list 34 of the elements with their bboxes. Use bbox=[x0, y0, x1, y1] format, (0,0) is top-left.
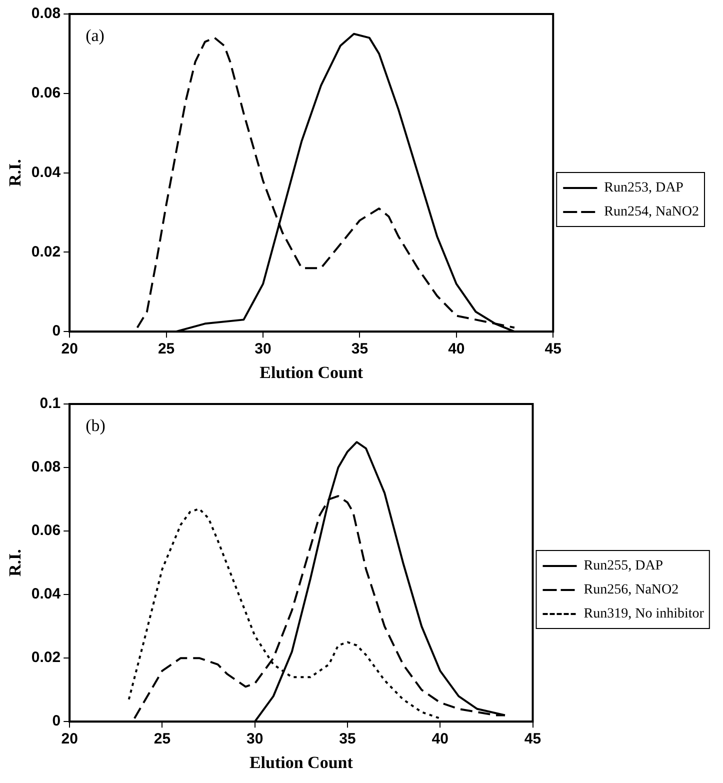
legend-label: Run253, DAP bbox=[604, 180, 684, 196]
y-tick-label: 0.06 bbox=[31, 522, 61, 540]
x-tick-label: 35 bbox=[339, 730, 356, 748]
x-tick-label: 25 bbox=[158, 340, 175, 358]
legend-label: Run256, NaNO2 bbox=[584, 582, 679, 598]
y-tick-label: 0.1 bbox=[40, 395, 61, 412]
x-tick-label: 20 bbox=[61, 340, 78, 358]
x-tick-label: 40 bbox=[432, 730, 448, 748]
x-tick-label: 40 bbox=[448, 340, 465, 358]
x-tick-label: 20 bbox=[61, 730, 78, 748]
annotation: (a) bbox=[86, 26, 104, 45]
x-tick-label: 45 bbox=[524, 730, 542, 748]
x-tick-label: 25 bbox=[154, 730, 171, 748]
annotation: (b) bbox=[86, 416, 106, 435]
y-tick-label: 0 bbox=[52, 712, 61, 730]
y-tick-label: 0.06 bbox=[31, 84, 61, 102]
legend-label: Run319, No inhibitor bbox=[584, 606, 704, 622]
y-tick-label: 0.08 bbox=[31, 5, 61, 22]
y-tick-label: 0.02 bbox=[31, 649, 61, 666]
x-tick-label: 30 bbox=[246, 730, 264, 748]
y-axis-title: R.I. bbox=[6, 549, 25, 577]
legend-label: Run255, DAP bbox=[584, 558, 664, 574]
y-tick-label: 0.04 bbox=[31, 586, 62, 603]
y-tick-label: 0.04 bbox=[31, 164, 62, 181]
x-tick-label: 35 bbox=[351, 340, 368, 358]
y-axis-title: R.I. bbox=[6, 159, 25, 187]
x-axis-title: Elution Count bbox=[249, 753, 354, 772]
x-axis-title: Elution Count bbox=[260, 363, 364, 382]
x-tick-label: 45 bbox=[544, 340, 562, 358]
legend-label: Run254, NaNO2 bbox=[604, 204, 700, 220]
y-tick-label: 0 bbox=[52, 322, 61, 340]
y-tick-label: 0.08 bbox=[31, 458, 61, 476]
x-tick-label: 30 bbox=[254, 340, 272, 358]
y-tick-label: 0.02 bbox=[31, 243, 61, 260]
